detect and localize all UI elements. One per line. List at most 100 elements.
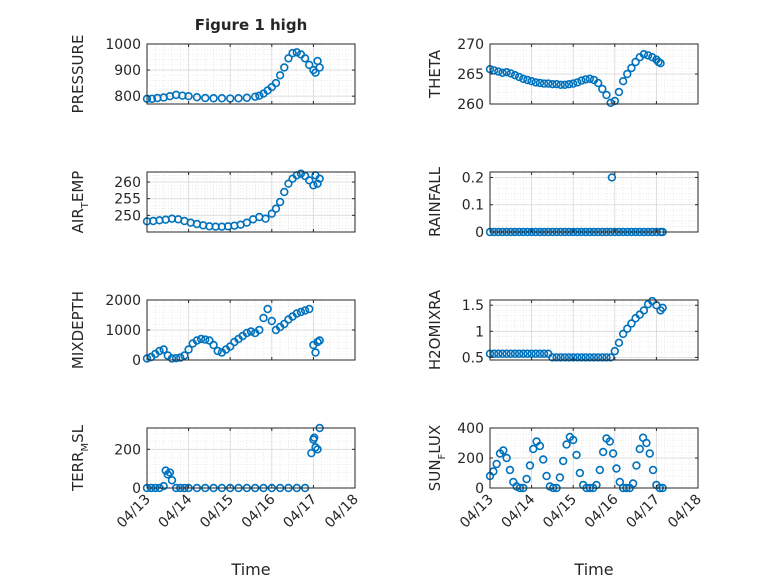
data-point (506, 69, 515, 78)
axes-box (146, 171, 356, 233)
data-point (562, 440, 571, 449)
x-tick-label: 04/13 (114, 492, 154, 532)
data-point (527, 76, 536, 86)
panel-sun_flux: 0 200 400 SUNFLUX 04/13 04/14 04/15 04/16 04/17 0… (426, 421, 705, 579)
data-point (275, 71, 285, 80)
y-axis-label: THETA (426, 49, 444, 99)
data-point (548, 353, 557, 362)
data-point (632, 461, 641, 470)
data-point (529, 444, 538, 454)
data-point (525, 461, 535, 470)
x-tick-label: 04/14 (156, 491, 196, 531)
x-tick-label: 04/14 (499, 491, 539, 531)
data-point (205, 336, 214, 345)
y-tick-label: 2000 (105, 293, 141, 309)
data-point (519, 74, 528, 84)
data-point (305, 176, 314, 185)
y-tick-label: 0.1 (462, 198, 484, 214)
data-point (267, 209, 276, 218)
data-point (498, 68, 507, 78)
y-tick-label: 0.5 (462, 350, 484, 366)
data-point (639, 49, 649, 59)
data-point (271, 78, 281, 88)
y-axis-label: AIRTEMP (69, 171, 91, 234)
data-point (510, 70, 520, 80)
data-point (575, 468, 585, 478)
data-point (605, 437, 615, 446)
data-point (184, 345, 193, 354)
data-point (492, 459, 501, 469)
data-point (598, 447, 608, 457)
data-point (595, 465, 605, 475)
data-point (242, 328, 252, 338)
data-point (167, 354, 177, 363)
data-point (539, 349, 549, 358)
data-point (499, 446, 508, 455)
data-point (658, 303, 667, 313)
data-point (313, 179, 322, 188)
y-tick-label: 265 (457, 67, 484, 83)
data-point (209, 94, 218, 103)
data-point (171, 354, 181, 363)
data-point (635, 444, 644, 454)
data-point (502, 453, 511, 463)
data-point (531, 78, 540, 87)
data-point (315, 336, 324, 345)
data-point (305, 304, 314, 314)
y-tick-label: 250 (114, 208, 141, 224)
axes-box (146, 427, 356, 489)
data-point (167, 476, 177, 485)
data-point (311, 68, 320, 77)
data-point (589, 353, 599, 362)
data-point (585, 74, 595, 84)
data-point (581, 353, 590, 362)
data-point (184, 91, 193, 101)
y-axis-label: RAINFALL (426, 166, 444, 237)
x-axis-label: Time (230, 560, 270, 579)
data-point (573, 78, 582, 87)
data-point (614, 338, 624, 347)
data-point (311, 348, 320, 357)
data-point (209, 340, 218, 350)
y-tick-label: 200 (114, 442, 141, 458)
data-point (505, 465, 515, 475)
data-point (519, 349, 528, 358)
data-point (192, 93, 202, 102)
data-point (564, 79, 574, 89)
panel-terr_msl: 0 200 TERRMSL 04/13 04/14 04/15 04/16 04/17 04/1… (69, 423, 362, 579)
series-markers (485, 49, 665, 108)
figure-title: Figure 1 high (195, 16, 308, 34)
data-point (556, 353, 565, 362)
data-point (275, 197, 285, 207)
x-axis-label: Time (573, 560, 613, 579)
data-point (608, 449, 618, 458)
data-point (242, 93, 252, 102)
data-point (535, 78, 545, 88)
data-point (502, 67, 511, 77)
y-tick-label: 255 (114, 192, 141, 208)
data-point (267, 316, 276, 326)
y-tick-label: 900 (114, 63, 141, 79)
data-point (544, 79, 553, 88)
data-point (176, 353, 185, 362)
data-point (280, 319, 289, 329)
data-point (560, 353, 570, 362)
data-point (577, 353, 586, 362)
y-axis-label: H2OMIXRA (426, 289, 444, 370)
data-point (627, 63, 636, 73)
y-axis-label: SUNFLUX (426, 425, 448, 491)
data-point (300, 306, 310, 315)
data-point (656, 58, 665, 68)
data-point (309, 181, 318, 190)
data-point (585, 353, 595, 362)
y-tick-label: 0 (132, 481, 141, 497)
data-point (523, 349, 532, 358)
data-point (535, 441, 545, 451)
data-point (155, 346, 164, 356)
data-point (159, 481, 168, 491)
data-point (648, 296, 657, 306)
data-point (559, 456, 568, 466)
data-point (593, 78, 603, 88)
data-point (581, 75, 590, 84)
